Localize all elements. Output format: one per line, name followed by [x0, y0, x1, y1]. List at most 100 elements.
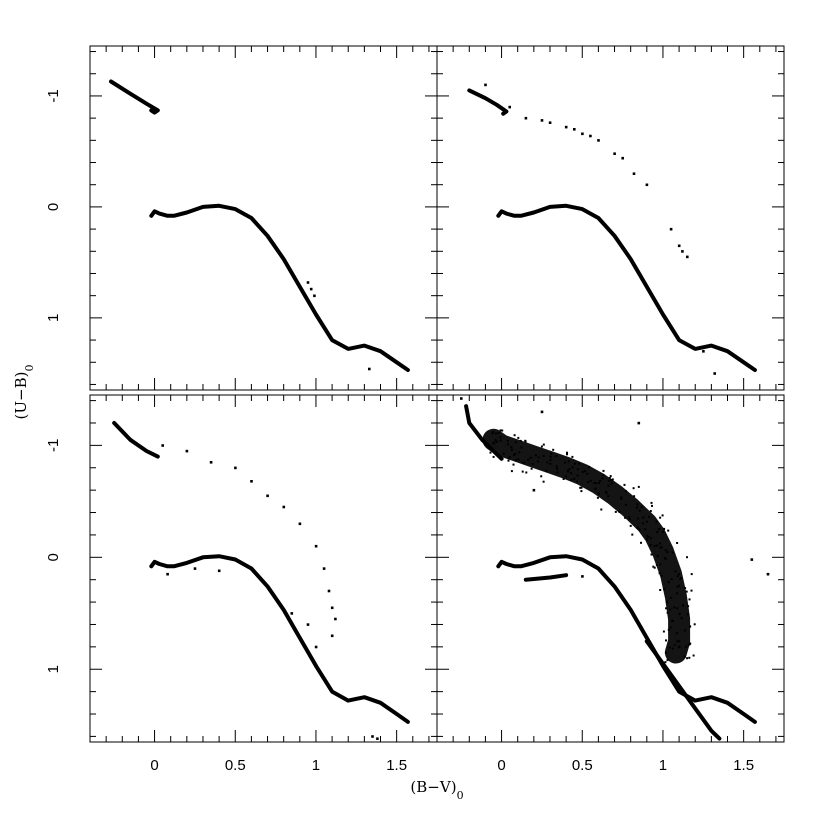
- data-layer: [112, 421, 410, 740]
- band-point: [659, 563, 662, 566]
- band-point: [568, 468, 571, 470]
- band-point: [552, 448, 555, 451]
- band-point: [663, 588, 666, 591]
- band-point: [522, 461, 525, 464]
- band-point: [640, 505, 643, 508]
- data-point: [677, 645, 681, 649]
- band-point: [605, 492, 608, 494]
- data-point: [613, 152, 616, 155]
- band-point: [598, 482, 600, 484]
- data-point: [290, 612, 294, 615]
- band-point: [669, 626, 672, 629]
- band-point: [545, 469, 548, 472]
- band-point: [629, 524, 632, 527]
- band-point: [685, 590, 688, 593]
- band-point: [640, 541, 642, 544]
- band-point: [642, 516, 645, 519]
- panel-bottom-left: 0 0.5 1 1.5 -1 0 1: [45, 394, 438, 774]
- band-point: [688, 598, 691, 601]
- band-point: [492, 431, 495, 434]
- band-point: [566, 453, 568, 456]
- band-point: [610, 482, 613, 485]
- y-tick-label: 0: [45, 553, 62, 561]
- band-point: [584, 470, 587, 473]
- band-point: [514, 452, 517, 455]
- data-point: [282, 505, 286, 509]
- band-point: [567, 460, 570, 463]
- band-point: [517, 458, 520, 461]
- band-point: [580, 490, 583, 493]
- sequence-curve: [496, 203, 757, 372]
- band-point: [648, 515, 651, 518]
- x-tick-label: 0.5: [572, 757, 593, 774]
- band-point: [631, 533, 634, 536]
- sequence-curve: [496, 554, 757, 724]
- band-point: [638, 528, 641, 531]
- data-point: [589, 134, 592, 138]
- band-point: [567, 470, 570, 473]
- band-point: [659, 546, 662, 549]
- band-point: [549, 462, 552, 465]
- data-point: [306, 623, 310, 626]
- band-point: [656, 531, 659, 533]
- band-point: [653, 545, 656, 548]
- band-point: [620, 498, 623, 500]
- data-point: [540, 119, 544, 122]
- band-point: [636, 517, 639, 520]
- band-point: [661, 514, 664, 517]
- band-point: [653, 566, 656, 569]
- band-point: [555, 455, 558, 457]
- band-point: [601, 477, 604, 480]
- sequence-curve: [644, 639, 722, 741]
- band-point: [542, 480, 545, 483]
- band-point: [637, 485, 640, 488]
- band-point: [676, 575, 679, 578]
- band-point: [610, 479, 613, 481]
- band-point: [576, 468, 579, 471]
- data-point: [371, 735, 374, 738]
- band-point: [562, 478, 565, 480]
- band-point: [510, 448, 513, 451]
- band-point: [666, 659, 669, 662]
- band-point: [589, 479, 592, 482]
- band-point: [664, 558, 667, 561]
- data-point: [621, 156, 624, 160]
- band-point: [604, 490, 607, 493]
- panel-frame: [436, 394, 785, 743]
- band-point: [666, 611, 669, 614]
- band-point: [593, 482, 596, 485]
- panel-top-left: -1 0 1: [45, 45, 438, 391]
- band-point: [683, 629, 686, 632]
- band-point: [673, 606, 676, 609]
- band-point: [518, 451, 521, 454]
- band-point: [520, 446, 523, 449]
- band-point: [684, 587, 687, 590]
- band-point: [669, 608, 672, 611]
- band-point: [550, 452, 553, 455]
- data-point: [185, 449, 189, 453]
- band-point: [586, 472, 589, 475]
- band-point: [686, 657, 689, 660]
- band-point: [546, 461, 549, 464]
- data-point: [334, 617, 337, 621]
- x-tick-label: 0: [497, 757, 505, 774]
- data-point: [376, 737, 379, 740]
- data-point: [484, 83, 487, 87]
- band-point: [496, 440, 498, 443]
- band-point: [628, 516, 631, 519]
- band-point: [680, 576, 683, 579]
- band-point: [618, 510, 621, 513]
- band-point: [649, 510, 652, 513]
- band-point: [602, 473, 605, 476]
- band-point: [521, 470, 524, 473]
- y-axis-label: (U−B)0: [12, 365, 36, 420]
- band-point: [656, 555, 659, 558]
- band-point: [667, 581, 670, 584]
- data-point: [632, 172, 636, 175]
- band-point: [587, 481, 590, 484]
- band-point: [597, 492, 600, 495]
- band-point: [655, 563, 658, 566]
- data-point: [573, 128, 576, 131]
- band-point: [690, 589, 693, 592]
